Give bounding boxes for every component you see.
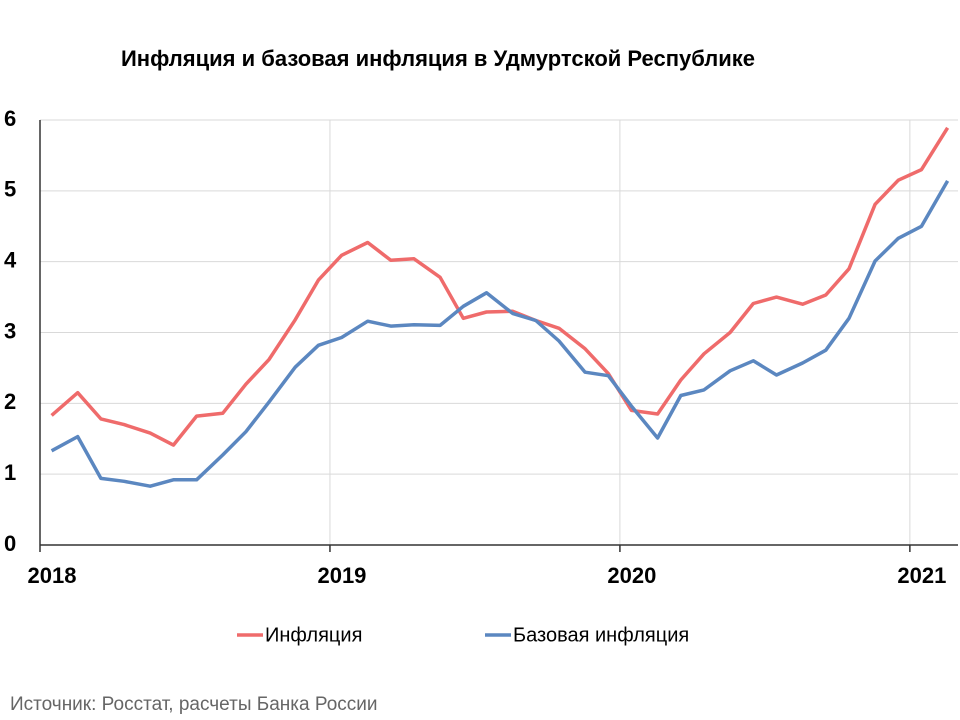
y-tick-label: 5 [4,177,16,202]
x-tick-label: 2019 [317,563,366,588]
x-tick-label: 2018 [28,563,77,588]
y-tick-label: 4 [4,247,17,272]
y-tick-label: 1 [4,460,16,485]
y-tick-label: 6 [4,106,16,131]
x-tick-label: 2020 [607,563,656,588]
source: Источник: Росстат, расчеты Банка России [10,694,378,715]
y-tick-label: 0 [4,531,16,556]
x-tick-label: 2021 [897,563,946,588]
legend-label: Инфляция [265,624,362,646]
chart-title: Инфляция и базовая инфляция в Удмуртской… [120,46,756,71]
line-series [50,180,950,488]
y-tick-label: 2 [4,389,16,414]
legend-label: Базовая инфляция [513,624,689,646]
line-series [50,126,950,447]
y-tick-label: 3 [4,318,16,343]
